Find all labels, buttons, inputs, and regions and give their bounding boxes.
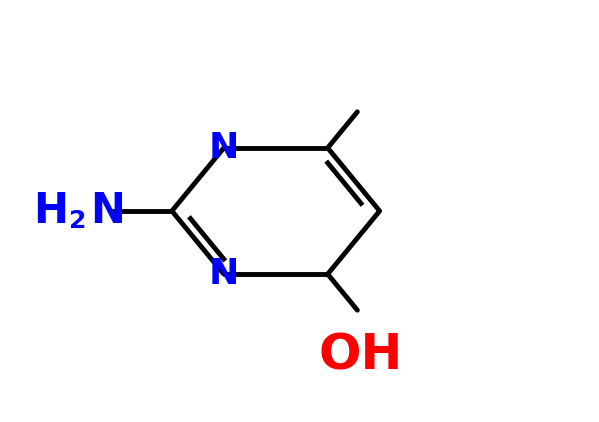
Text: N: N [90, 190, 125, 232]
Text: N: N [208, 257, 239, 291]
Text: 2: 2 [69, 209, 86, 233]
Text: N: N [208, 131, 239, 165]
Text: H: H [33, 190, 68, 232]
Text: OH: OH [318, 332, 403, 380]
